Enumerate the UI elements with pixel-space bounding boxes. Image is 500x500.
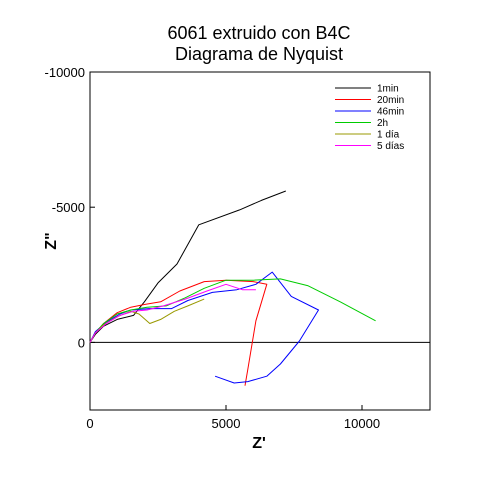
x-axis-label: Z' xyxy=(252,435,266,452)
y-tick-label: 0 xyxy=(78,335,85,350)
series-line-20min xyxy=(89,279,268,386)
x-tick-label: 10000 xyxy=(344,416,380,431)
series-line-5-días xyxy=(89,283,256,343)
chart-title: 6061 extruido con B4C xyxy=(167,23,350,43)
legend-entry-label: 5 días xyxy=(377,141,404,152)
chart-subtitle: Diagrama de Nyquist xyxy=(175,44,343,64)
x-tick-label: 0 xyxy=(86,416,93,431)
series-line-2h xyxy=(89,278,376,343)
series-line-46min xyxy=(89,271,319,384)
legend-entry-label: 2h xyxy=(377,118,388,129)
y-tick-label: -5000 xyxy=(52,200,85,215)
legend-entry-label: 1 día xyxy=(377,130,400,141)
axis-ticks: 0 5000 10000 -10000 -5000 0 xyxy=(45,65,381,431)
legend-entry-label: 46min xyxy=(377,107,404,118)
plot-frame xyxy=(89,71,431,411)
y-tick-label: -10000 xyxy=(45,65,85,80)
x-tick-label: 5000 xyxy=(212,416,241,431)
legend-entry-label: 20min xyxy=(377,95,404,106)
y-axis-label: Z" xyxy=(43,232,60,249)
legend-entry-label: 1min xyxy=(377,84,399,95)
series-line-1-día xyxy=(89,298,205,343)
series-lines xyxy=(89,190,376,386)
